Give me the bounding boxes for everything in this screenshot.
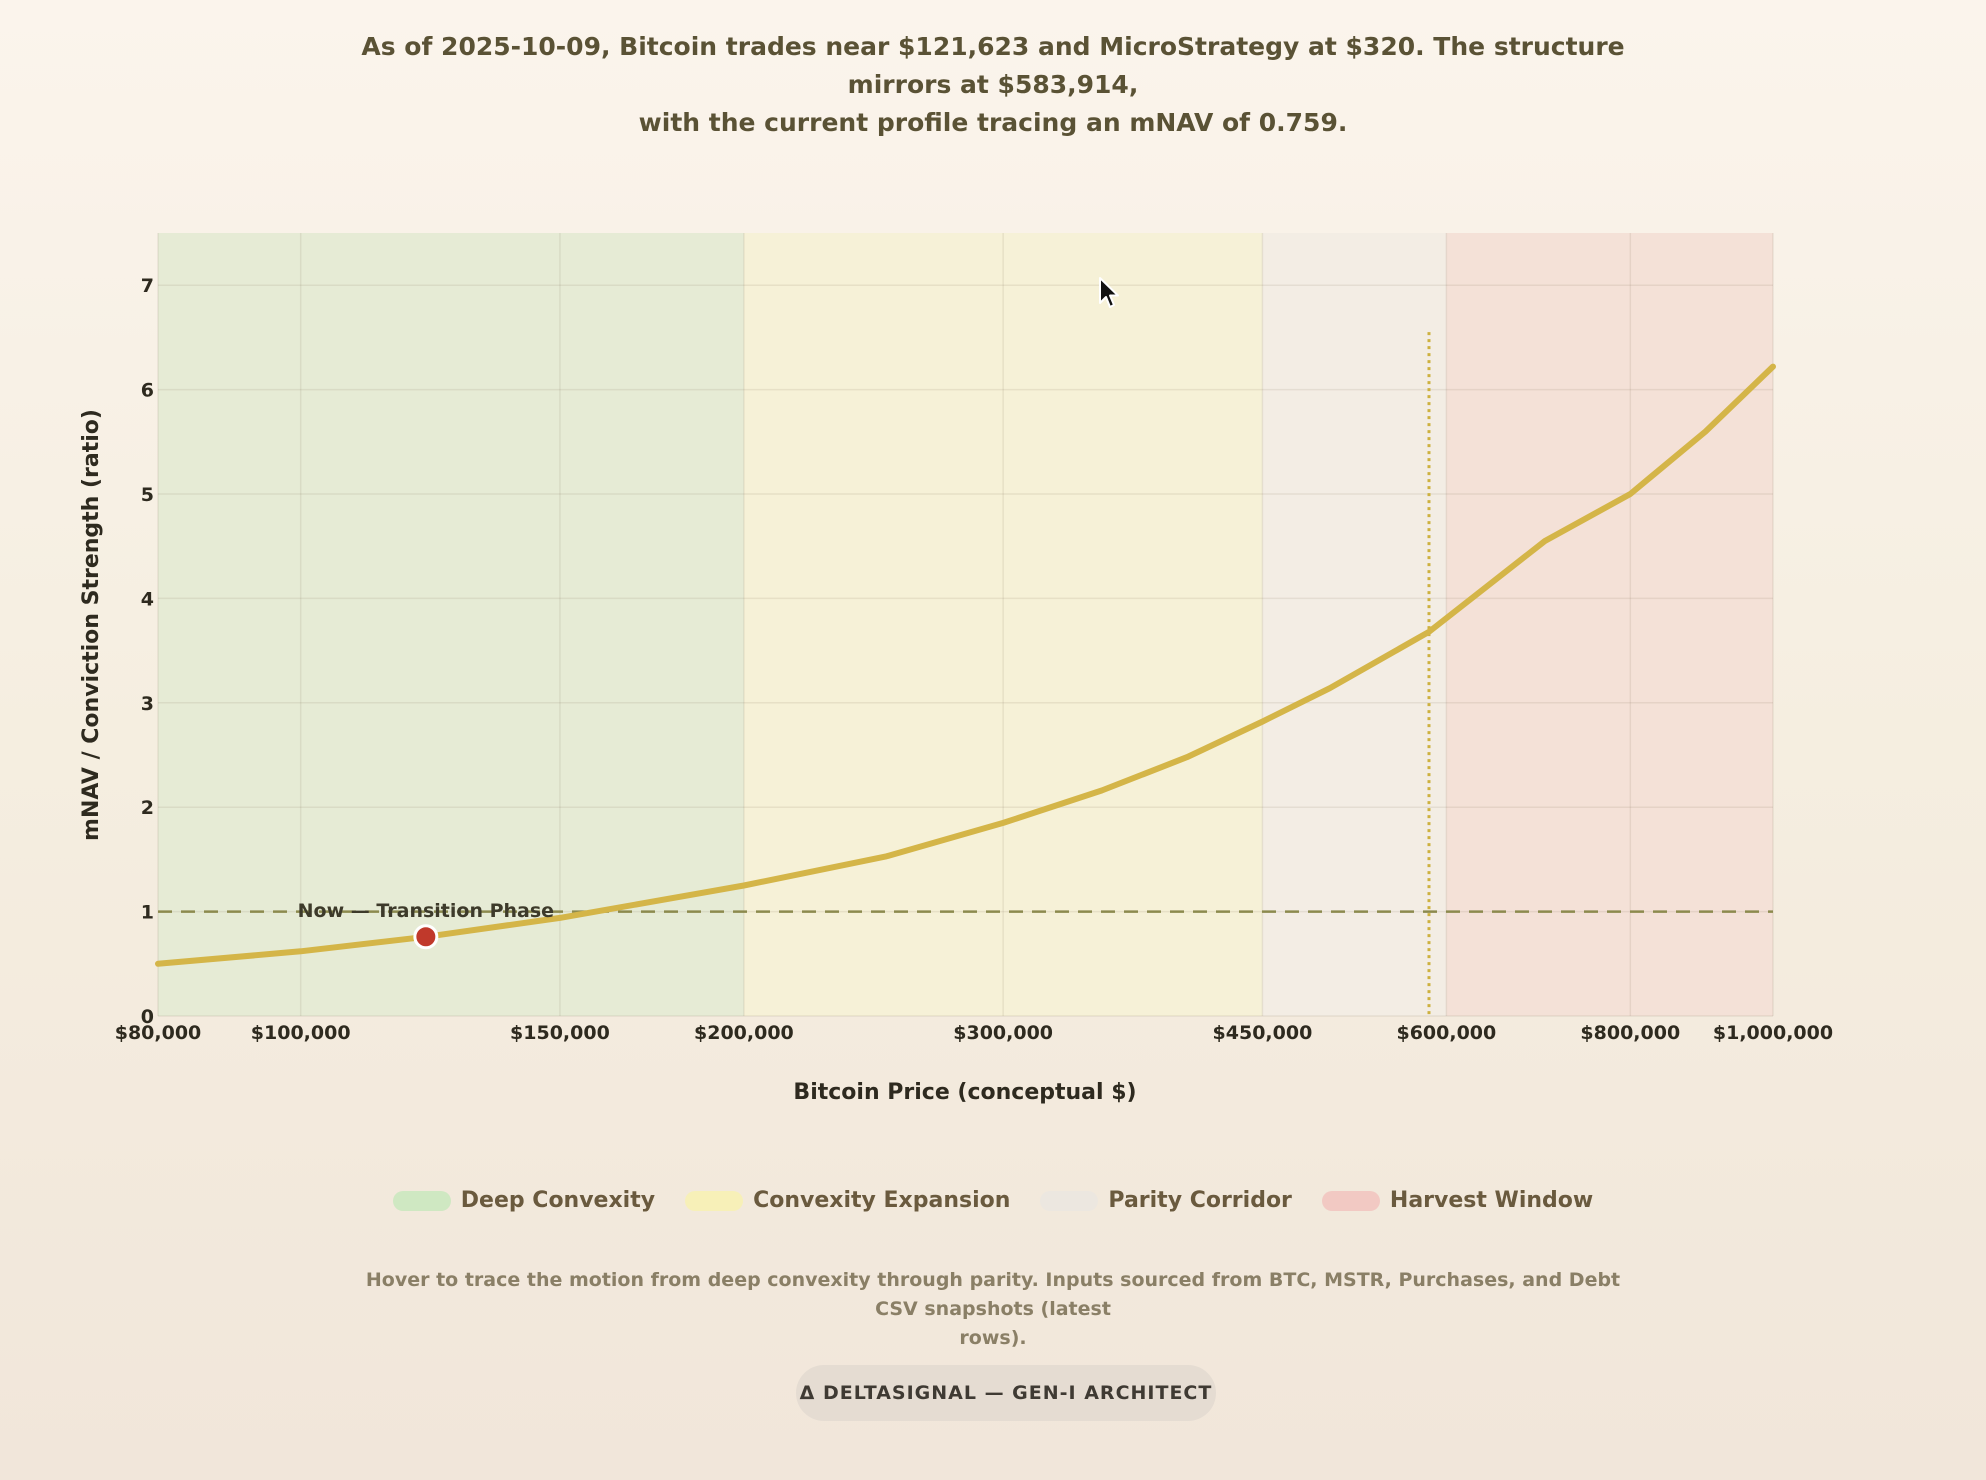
x-tick-label: $200,000	[694, 1022, 794, 1044]
x-tick-label: $600,000	[1396, 1022, 1496, 1044]
zone-1	[743, 233, 1263, 1016]
legend-swatch	[1040, 1190, 1099, 1211]
series-line-0	[155, 363, 1776, 967]
y-tick-label: 1	[141, 902, 154, 924]
x-tick-label: $150,000	[510, 1022, 610, 1044]
x-axis-title: Bitcoin Price (conceptual $)	[793, 1080, 1136, 1105]
summary-line-1: As of 2025-10-09, Bitcoin trades near $1…	[361, 32, 1625, 99]
x-tick-label: $80,000	[115, 1022, 202, 1044]
legend-item-0: Deep Convexity	[392, 1188, 656, 1213]
grid-layer	[157, 233, 1774, 1017]
footnote: Hover to trace the motion from deep conv…	[343, 1266, 1643, 1353]
footnote-line-2: rows).	[959, 1327, 1027, 1349]
x-tick-label: $800,000	[1580, 1022, 1680, 1044]
y-tick-label: 6	[141, 380, 154, 402]
legend-item-2: Parity Corridor	[1040, 1188, 1292, 1213]
current-point-layer: Now — Transition Phase	[298, 900, 554, 950]
zone-3	[1446, 233, 1773, 1016]
current-point-label: Now — Transition Phase	[298, 900, 554, 922]
y-tick-label: 7	[141, 275, 154, 297]
mouse-pointer-icon	[1099, 277, 1119, 308]
x-tick-label: $300,000	[953, 1022, 1053, 1044]
footnote-line-1: Hover to trace the motion from deep conv…	[365, 1269, 1621, 1320]
legend-swatch	[1321, 1190, 1380, 1211]
legend-label: Parity Corridor	[1108, 1188, 1292, 1213]
legend: Deep Convexity Convexity Expansion Parity …	[0, 1188, 1986, 1213]
zone-0	[158, 233, 744, 1016]
legend-item-1: Convexity Expansion	[685, 1188, 1010, 1213]
mnav-chart[interactable]: $80,000 $100,000 $150,000 $200,000 $300,000 $…	[0, 0, 1986, 1120]
y-tick-label: 0	[141, 1006, 154, 1028]
current-point-marker	[413, 924, 439, 950]
zones-layer	[158, 233, 1773, 1016]
summary-text: As of 2025-10-09, Bitcoin trades near $1…	[343, 28, 1643, 142]
legend-swatch	[685, 1190, 744, 1211]
summary-line-2: with the current profile tracing an mNAV…	[638, 108, 1348, 137]
x-tick-label: $1,000,000	[1713, 1022, 1833, 1044]
legend-label: Deep Convexity	[460, 1188, 656, 1213]
y-tick-label: 3	[141, 693, 154, 715]
deltasignal-badge[interactable]: Δ DELTASIGNAL — GEN-I ARCHITECT	[796, 1365, 1216, 1421]
y-tick-label: 5	[141, 484, 154, 506]
y-tick-label: 2	[141, 797, 154, 819]
x-tick-label: $100,000	[251, 1022, 351, 1044]
series-layer	[155, 363, 1776, 967]
y-axis-title: mNAV / Conviction Strength (ratio)	[79, 409, 104, 841]
legend-swatch	[392, 1190, 451, 1211]
legend-label: Convexity Expansion	[753, 1188, 1011, 1213]
badge-label: Δ DELTASIGNAL — GEN-I ARCHITECT	[799, 1382, 1213, 1404]
axis-labels-layer: $80,000 $100,000 $150,000 $200,000 $300,000 $…	[79, 275, 1833, 1105]
zone-2	[1262, 233, 1447, 1016]
legend-label: Harvest Window	[1389, 1188, 1594, 1213]
reference-lines-layer	[158, 332, 1773, 1016]
x-tick-label: $450,000	[1213, 1022, 1313, 1044]
legend-item-3: Harvest Window	[1321, 1188, 1594, 1213]
y-tick-label: 4	[141, 588, 154, 610]
